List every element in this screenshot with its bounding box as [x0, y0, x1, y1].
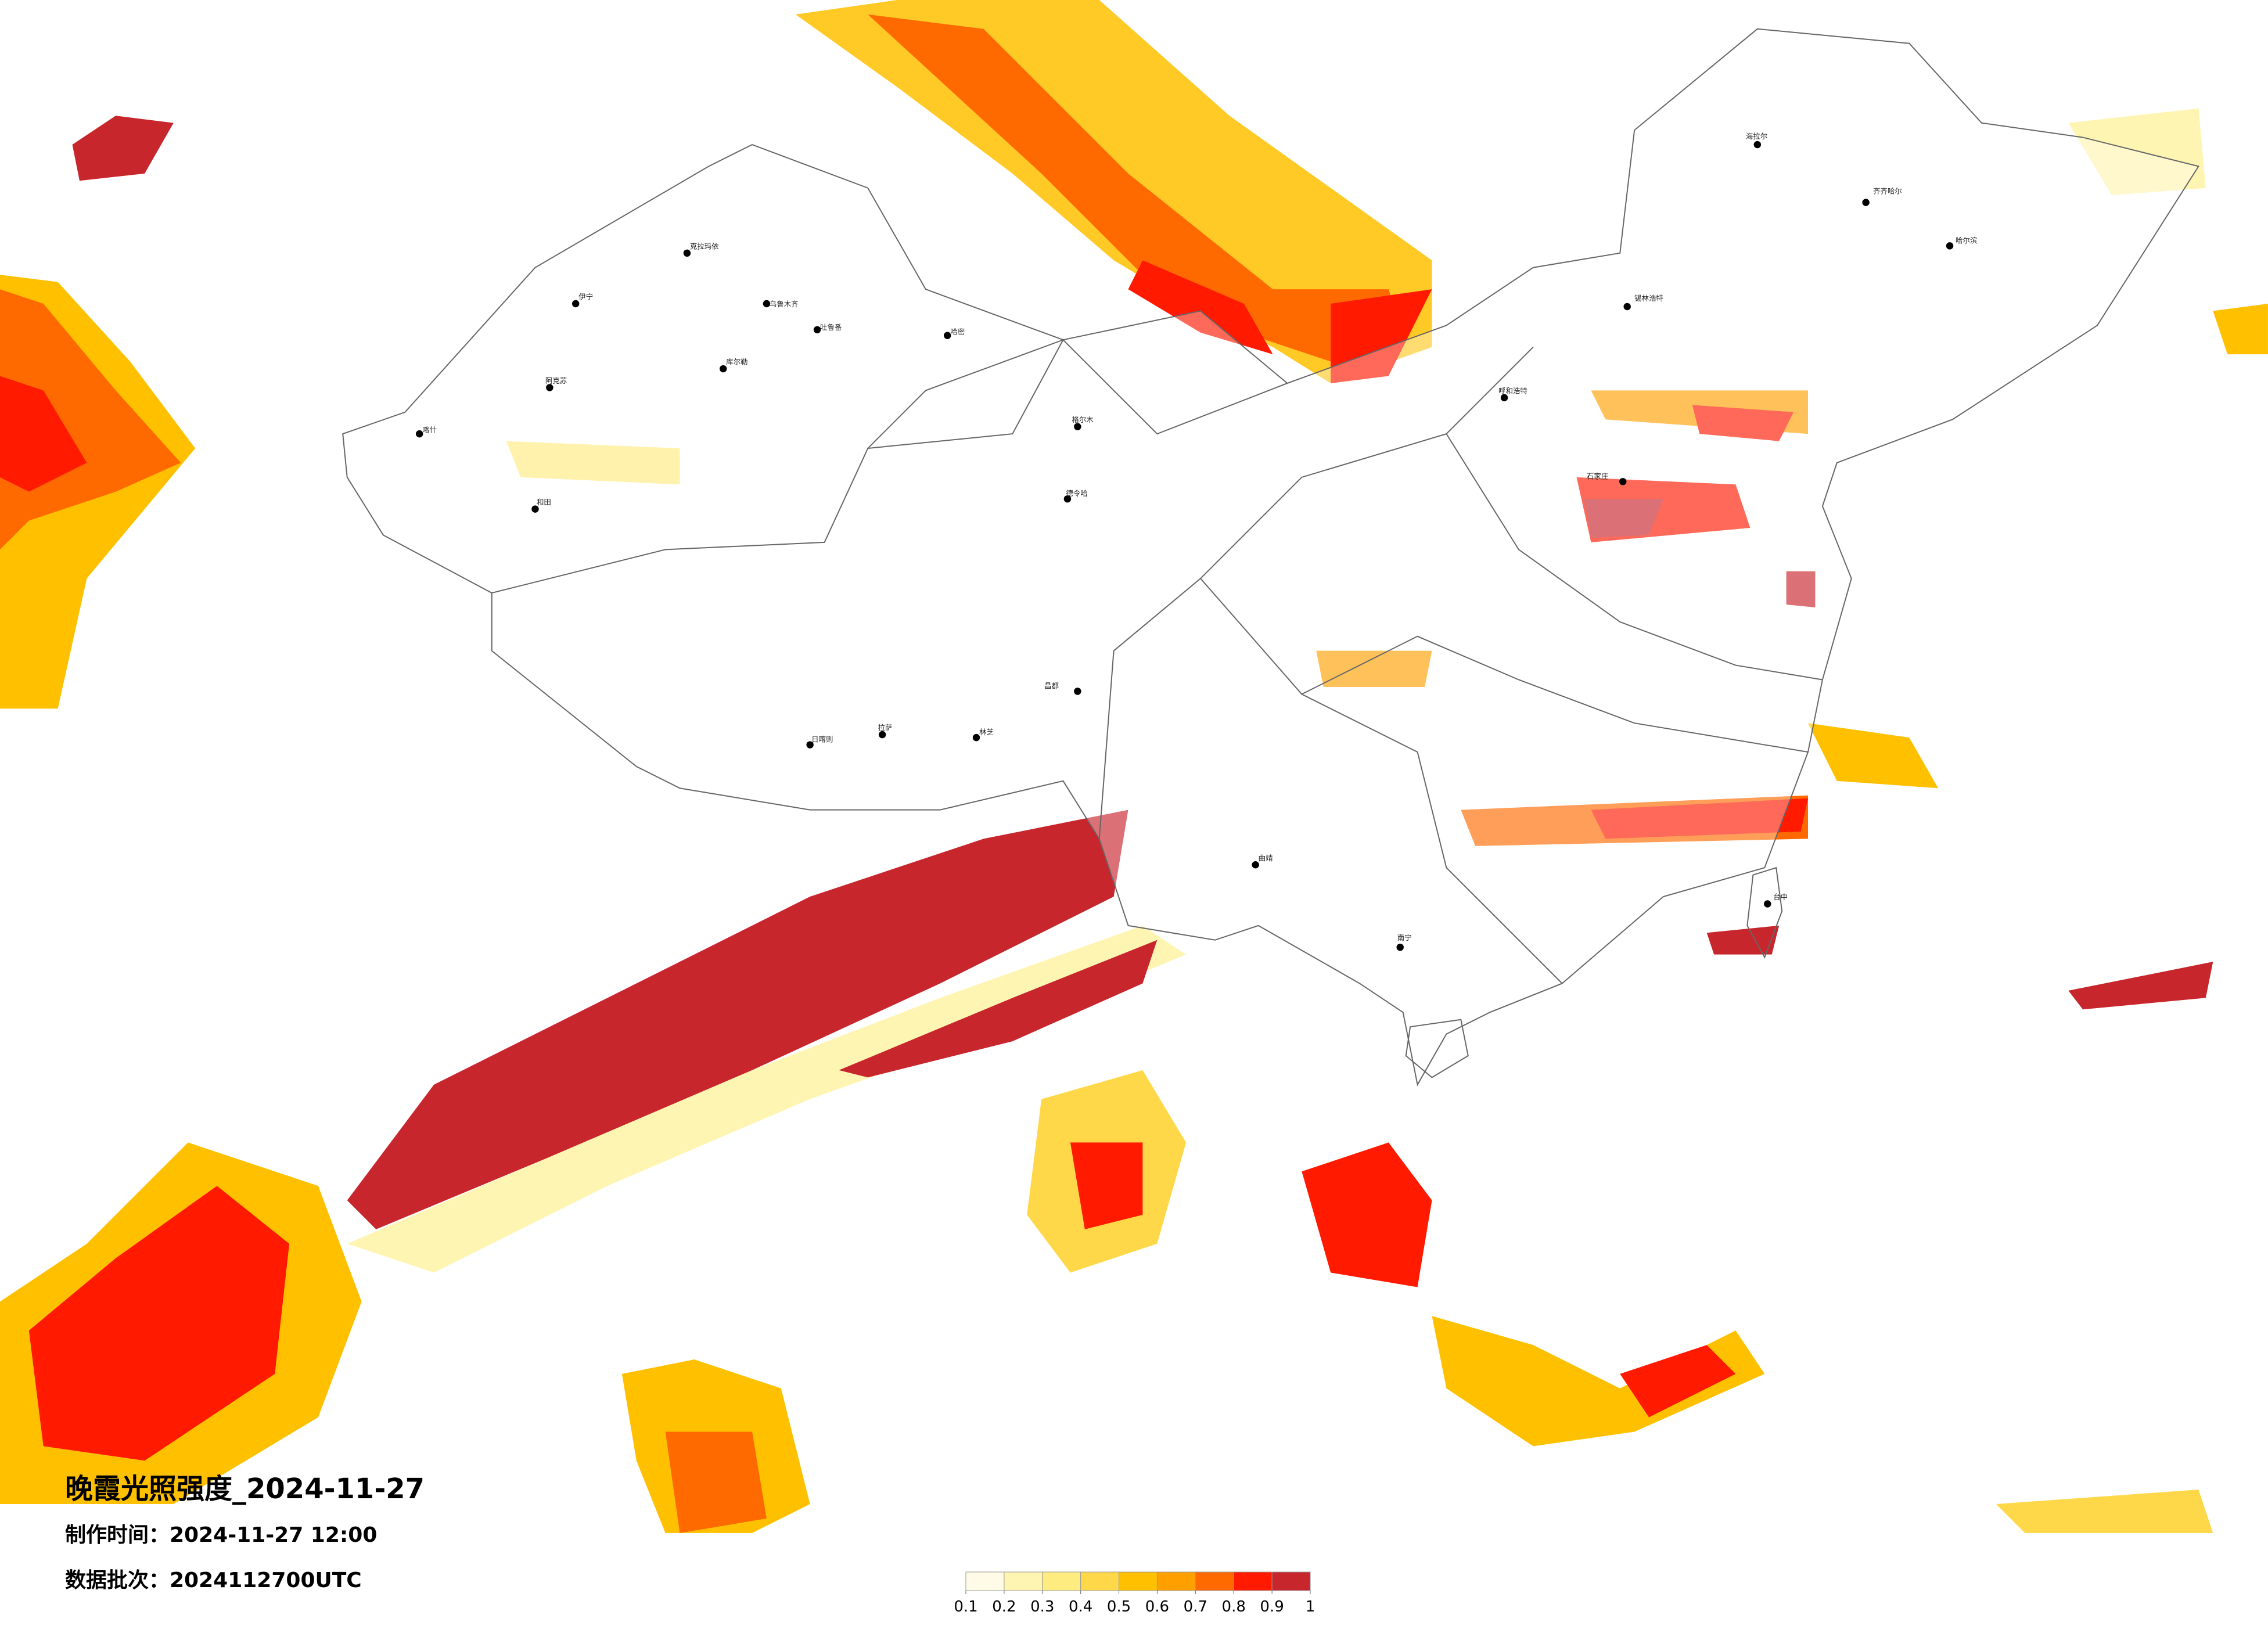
colorbar-cell — [1080, 1571, 1120, 1591]
colorbar: 0.1 0.2 0.3 0.4 0.5 0.6 0.7 0.8 0.9 1 — [954, 1571, 1315, 1616]
city-label: 呼和浩特 — [1498, 386, 1527, 395]
city: 格尔木 — [1072, 415, 1094, 430]
colorbar-label: 0.5 — [1107, 1598, 1131, 1616]
colorbar-cell — [1195, 1571, 1234, 1591]
colorbar-cell — [965, 1571, 1005, 1591]
city-label: 吐鲁番 — [820, 323, 842, 332]
title: 晚霞光照强度_2024-11-27 — [65, 1473, 425, 1505]
map-layer: 克拉玛依 乌鲁木齐 吐鲁番 哈密 库尔勒 阿克苏 和田 喀什 伊宁 格尔木 德令… — [0, 0, 2268, 1533]
city-label: 阿克苏 — [545, 376, 567, 385]
heat-layer — [0, 0, 2268, 1533]
city-label: 拉萨 — [878, 724, 893, 732]
city-label: 克拉玛依 — [690, 242, 719, 250]
colorbar-cell — [1271, 1571, 1311, 1591]
city: 昌都 — [1044, 681, 1081, 695]
city: 阿克苏 — [545, 376, 567, 391]
city-label: 海拉尔 — [1746, 132, 1767, 141]
city-label: 日喀则 — [811, 735, 833, 744]
city-label: 乌鲁木齐 — [770, 300, 799, 308]
city: 和田 — [531, 498, 551, 513]
city: 吐鲁番 — [813, 323, 842, 334]
production-time: 制作时间：2024-11-27 12:00 — [65, 1523, 377, 1547]
city-label: 和田 — [537, 498, 551, 506]
city-label: 林芝 — [979, 728, 994, 736]
colorbar-label: 0.3 — [1030, 1598, 1054, 1616]
city: 日喀则 — [806, 735, 833, 749]
colorbar-label: 0.4 — [1069, 1598, 1092, 1616]
city: 南宁 — [1396, 933, 1412, 951]
colorbar-label: 0.6 — [1145, 1598, 1169, 1616]
city-label: 昌都 — [1044, 681, 1059, 690]
data-batch: 数据批次：2024112700UTC — [65, 1569, 362, 1592]
cities: 克拉玛依 乌鲁木齐 吐鲁番 哈密 库尔勒 阿克苏 和田 喀什 伊宁 格尔木 德令… — [415, 132, 1977, 951]
city: 克拉玛依 — [683, 242, 719, 257]
city: 库尔勒 — [719, 358, 748, 373]
colorbar-cell — [1042, 1571, 1081, 1591]
colorbar-cell — [1156, 1571, 1196, 1591]
colorbar-cell — [1119, 1571, 1158, 1591]
city-label: 喀什 — [422, 426, 437, 434]
city-label: 哈密 — [950, 327, 965, 336]
city: 拉萨 — [878, 724, 893, 739]
city-label: 库尔勒 — [726, 358, 747, 366]
city-label: 锡林浩特 — [1634, 294, 1663, 303]
city: 哈密 — [943, 327, 965, 339]
city: 锡林浩特 — [1623, 294, 1663, 311]
city-label: 格尔木 — [1072, 415, 1094, 424]
city-label: 伊宁 — [578, 293, 593, 301]
city: 石家庄 — [1587, 472, 1627, 485]
borders — [342, 28, 2199, 1087]
city: 喀什 — [415, 426, 437, 438]
city-label: 台中 — [1773, 893, 1788, 901]
city: 呼和浩特 — [1498, 386, 1527, 402]
colorbar-label: 1 — [1306, 1598, 1315, 1616]
city: 林芝 — [972, 728, 994, 742]
city-label: 石家庄 — [1587, 472, 1608, 480]
city: 齐齐哈尔 — [1862, 187, 1902, 206]
city-label: 南宁 — [1397, 933, 1412, 942]
city: 哈尔滨 — [1946, 236, 1977, 250]
colorbar-cell — [1233, 1571, 1273, 1591]
city: 海拉尔 — [1746, 132, 1767, 149]
colorbar-label: 0.1 — [954, 1598, 977, 1616]
city-label: 曲靖 — [1259, 854, 1273, 862]
colorbar-label: 0.9 — [1260, 1598, 1284, 1616]
colorbar-cell — [1004, 1571, 1043, 1591]
colorbar-label: 0.8 — [1222, 1598, 1246, 1616]
city: 德令哈 — [1063, 489, 1088, 503]
colorbar-label: 0.7 — [1184, 1598, 1207, 1616]
city: 乌鲁木齐 — [763, 300, 799, 308]
city-label: 齐齐哈尔 — [1873, 187, 1902, 196]
city-label: 德令哈 — [1066, 489, 1087, 498]
colorbar-label: 0.2 — [992, 1598, 1016, 1616]
city: 曲靖 — [1252, 854, 1273, 869]
city: 台中 — [1764, 893, 1788, 908]
city-label: 哈尔滨 — [1956, 236, 1977, 244]
city: 伊宁 — [572, 293, 593, 308]
